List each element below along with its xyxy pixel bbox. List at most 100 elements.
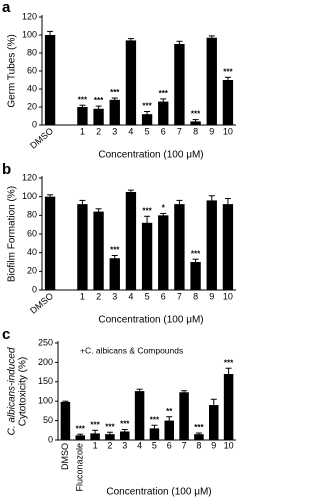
significance-label: *** — [110, 246, 120, 255]
y-tick-label: 100 — [38, 396, 53, 406]
x-tick-label: Fluconazole — [75, 443, 85, 492]
bar — [222, 204, 234, 290]
bar — [190, 262, 201, 290]
x-tick-label: 10 — [223, 291, 233, 301]
bar — [158, 101, 169, 125]
bar — [223, 374, 234, 440]
error-bar — [176, 199, 183, 208]
x-axis-label: Concentration (100 μM) — [98, 315, 203, 326]
error-bar — [127, 38, 134, 43]
x-tick-label: 1 — [80, 291, 85, 301]
y-axis-label: C. albicans-induced — [7, 347, 18, 435]
y-tick-label: 200 — [38, 357, 53, 367]
bar — [134, 391, 145, 440]
x-tick-label: 7 — [177, 126, 182, 136]
bar — [44, 35, 56, 125]
x-tick-label: 7 — [182, 440, 187, 450]
x-tick-label: 9 — [209, 291, 214, 301]
y-axis-label: Cytotoxicity (%) — [18, 357, 29, 426]
error-bar — [225, 367, 232, 380]
x-tick-label: 9 — [209, 126, 214, 136]
bar — [60, 401, 71, 440]
x-tick-label: 3 — [112, 126, 117, 136]
x-tick-label: 9 — [211, 440, 216, 450]
y-tick-label: 0 — [32, 119, 37, 129]
significance-label: *** — [94, 96, 104, 105]
x-tick-label: 6 — [161, 291, 166, 301]
error-bar — [166, 416, 173, 425]
significance-label: *** — [90, 420, 100, 429]
error-bar — [151, 424, 158, 432]
y-tick-label: 100 — [22, 191, 37, 201]
y-tick-label: 40 — [27, 83, 37, 93]
x-tick-label: 6 — [161, 126, 166, 136]
y-tick-label: 80 — [27, 210, 37, 220]
y-tick-label: 50 — [43, 415, 53, 425]
error-bar — [224, 76, 231, 83]
significance-label: *** — [142, 206, 152, 215]
error-bar — [62, 400, 69, 403]
significance-label: *** — [76, 424, 86, 433]
error-bar — [195, 432, 202, 436]
significance-label: *** — [110, 88, 120, 97]
y-tick-label: 120 — [22, 11, 37, 21]
error-bar — [79, 104, 86, 109]
annotation: +C. albicans & Compounds — [80, 345, 183, 355]
x-tick-label: 3 — [112, 291, 117, 301]
error-bar — [176, 40, 183, 47]
x-tick-label: 5 — [152, 440, 157, 450]
bar — [209, 405, 219, 440]
y-tick-label: 20 — [27, 266, 37, 276]
significance-label: *** — [78, 95, 88, 104]
bar — [75, 435, 85, 440]
bar — [194, 434, 204, 440]
x-tick-label: 2 — [96, 126, 101, 136]
significance-label: ** — [166, 407, 173, 416]
bar — [90, 433, 100, 440]
x-tick-label: 4 — [137, 440, 142, 450]
bar — [93, 108, 104, 125]
error-bar — [160, 212, 167, 218]
error-bar — [47, 194, 54, 199]
significance-label: *** — [191, 249, 201, 258]
bar — [120, 431, 130, 440]
x-tick-label: 8 — [196, 440, 201, 450]
x-tick-label: 10 — [224, 440, 234, 450]
error-bar — [208, 195, 215, 206]
y-tick-label: 60 — [27, 228, 37, 238]
significance-label: *** — [159, 89, 169, 98]
y-axis-label: Biofilm Formation (%) — [7, 186, 18, 282]
bar — [109, 99, 120, 125]
error-bar — [121, 429, 128, 434]
x-tick-label: 2 — [107, 440, 112, 450]
error-bar — [79, 199, 86, 208]
x-tick-label: 5 — [145, 126, 150, 136]
y-axis-label: Germ Tubes (%) — [7, 34, 18, 107]
x-tick-label: 1 — [93, 440, 98, 450]
x-tick-label: 8 — [193, 126, 198, 136]
bar — [206, 200, 217, 290]
x-tick-label: 6 — [167, 440, 172, 450]
error-bar — [208, 35, 215, 40]
bar — [222, 80, 234, 125]
x-axis-label: Concentration (100 μM) — [106, 487, 211, 498]
bar — [93, 211, 104, 290]
x-tick-label: 3 — [122, 440, 127, 450]
x-tick-label: 4 — [128, 291, 133, 301]
error-bar — [181, 390, 188, 394]
y-tick-label: 100 — [22, 29, 37, 39]
bar — [44, 196, 56, 290]
error-bar — [144, 111, 151, 117]
error-bar — [144, 215, 151, 230]
y-tick-label: 60 — [27, 65, 37, 75]
significance-label: *** — [194, 423, 204, 432]
significance-label: *** — [120, 420, 130, 429]
significance-label: * — [162, 204, 166, 213]
x-tick-label: 8 — [193, 291, 198, 301]
x-tick-label: DMSO — [28, 291, 55, 316]
y-tick-label: 0 — [48, 434, 53, 444]
error-bar — [92, 429, 99, 437]
bar — [158, 215, 169, 290]
x-tick-label: 7 — [177, 291, 182, 301]
